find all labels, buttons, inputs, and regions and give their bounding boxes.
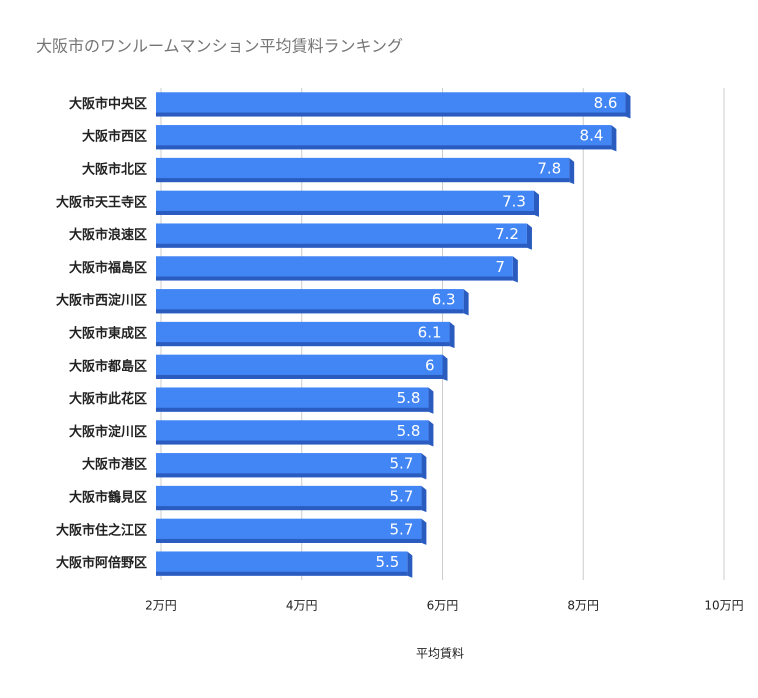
y-tick-label: 大阪市淀川区 [69, 424, 147, 440]
bar-bottom [156, 407, 429, 412]
y-tick-label: 大阪市北区 [82, 162, 147, 178]
data-label: 5.8 [397, 389, 421, 407]
y-tick-label: 大阪市港区 [82, 457, 147, 473]
bar [156, 157, 570, 183]
y-tick-label: 大阪市浪速区 [69, 227, 147, 243]
bar [156, 387, 429, 412]
bar-bottom [156, 506, 422, 511]
chart-title: 大阪市のワンルームマンション平均賃料ランキング [36, 37, 403, 56]
bar-side [533, 190, 539, 217]
bar-bottom [156, 374, 443, 379]
bar-bottom [156, 571, 408, 576]
bar [156, 485, 422, 511]
bar-bottom [156, 112, 626, 117]
x-tick-label: 4万円 [286, 599, 318, 613]
bar-side [442, 354, 448, 381]
bar-side [421, 453, 427, 480]
bar-bottom [156, 145, 612, 150]
bar-side [512, 256, 518, 283]
bar [156, 256, 513, 281]
bar-side [421, 518, 427, 545]
data-label: 6.1 [418, 324, 442, 342]
data-label: 8.6 [594, 94, 618, 112]
y-tick-label: 大阪市東成区 [69, 326, 147, 342]
x-tick-label: 2万円 [145, 599, 177, 613]
bar-side [449, 321, 455, 349]
bar [156, 125, 612, 150]
y-tick-label: 大阪市西区 [82, 129, 147, 145]
data-label: 8.4 [580, 127, 604, 145]
x-tick-label: 10万円 [704, 599, 743, 613]
bar-side [611, 125, 617, 152]
data-label: 5.7 [390, 488, 414, 506]
bar-side [463, 289, 469, 316]
bar [156, 92, 626, 117]
bar [156, 321, 450, 347]
bar [156, 518, 422, 543]
bar [156, 354, 443, 379]
bar-side [421, 485, 427, 513]
y-tick-label: 大阪市阿倍野区 [56, 555, 147, 571]
bar-side [428, 387, 434, 414]
bar-bottom [156, 538, 422, 543]
data-label: 5.8 [397, 422, 421, 440]
bar-side [428, 420, 434, 447]
bar-bottom [156, 440, 429, 445]
bar-bottom [156, 243, 527, 248]
y-tick-label: 大阪市住之江区 [56, 522, 147, 538]
y-tick-label: 大阪市中央区 [69, 96, 147, 112]
bar-side [569, 157, 575, 185]
y-tick-label: 大阪市都島区 [69, 358, 147, 374]
bar-bottom [156, 473, 422, 478]
y-tick-label: 大阪市天王寺区 [56, 194, 147, 210]
y-tick-label: 大阪市此花区 [69, 391, 147, 407]
x-axis-title: 平均賃料 [416, 646, 464, 661]
bar [156, 453, 422, 478]
data-label: 7 [495, 258, 505, 276]
x-tick-label: 6万円 [427, 599, 459, 613]
bar [156, 420, 429, 445]
bar [156, 190, 534, 215]
data-label: 6.3 [432, 291, 456, 309]
bar-bottom [156, 342, 450, 347]
x-tick-label: 8万円 [567, 599, 599, 613]
data-label: 7.3 [502, 192, 526, 210]
data-label: 7.8 [537, 160, 561, 178]
bar [156, 551, 408, 576]
bar-side [625, 92, 631, 119]
bar-side [407, 551, 413, 578]
bar-bottom [156, 178, 570, 183]
data-label: 5.7 [390, 455, 414, 473]
bar-bottom [156, 276, 513, 281]
bar [156, 223, 527, 248]
y-tick-label: 大阪市西淀川区 [56, 293, 147, 309]
y-tick-label: 大阪市福島区 [69, 260, 147, 276]
data-label: 6 [425, 356, 435, 374]
data-label: 5.5 [375, 553, 399, 571]
bar-side [526, 223, 532, 250]
y-tick-label: 大阪市鶴見区 [69, 490, 147, 506]
bar-bottom [156, 210, 534, 215]
data-label: 5.7 [390, 520, 414, 538]
bar-bottom [156, 309, 464, 314]
data-label: 7.2 [495, 225, 519, 243]
bar [156, 289, 464, 314]
